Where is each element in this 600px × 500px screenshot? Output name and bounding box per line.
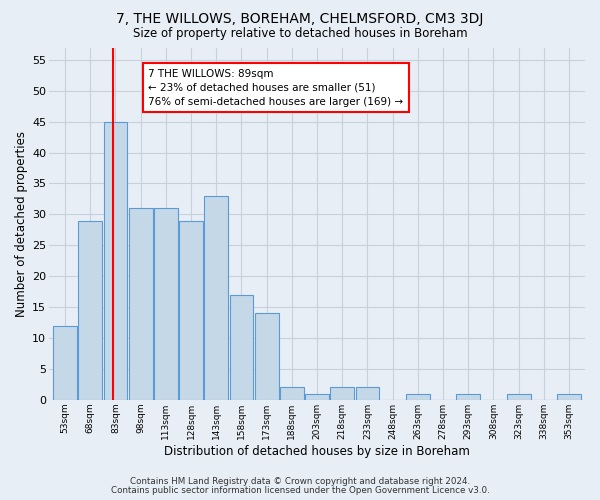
Text: 7, THE WILLOWS, BOREHAM, CHELMSFORD, CM3 3DJ: 7, THE WILLOWS, BOREHAM, CHELMSFORD, CM3… [116,12,484,26]
X-axis label: Distribution of detached houses by size in Boreham: Distribution of detached houses by size … [164,444,470,458]
Bar [331,388,354,400]
Bar [179,220,203,400]
Bar [129,208,152,400]
Bar [507,394,530,400]
Text: Size of property relative to detached houses in Boreham: Size of property relative to detached ho… [133,28,467,40]
Bar [255,314,278,400]
Bar [53,326,77,400]
Text: 7 THE WILLOWS: 89sqm
← 23% of detached houses are smaller (51)
76% of semi-detac: 7 THE WILLOWS: 89sqm ← 23% of detached h… [148,68,403,106]
Bar [205,196,228,400]
Bar [457,394,480,400]
Bar [79,220,102,400]
Bar [557,394,581,400]
Text: Contains public sector information licensed under the Open Government Licence v3: Contains public sector information licen… [110,486,490,495]
Bar [104,122,127,400]
Bar [280,388,304,400]
Text: Contains HM Land Registry data © Crown copyright and database right 2024.: Contains HM Land Registry data © Crown c… [130,477,470,486]
Bar [154,208,178,400]
Bar [305,394,329,400]
Bar [230,294,253,400]
Bar [356,388,379,400]
Bar [406,394,430,400]
Y-axis label: Number of detached properties: Number of detached properties [15,130,28,316]
